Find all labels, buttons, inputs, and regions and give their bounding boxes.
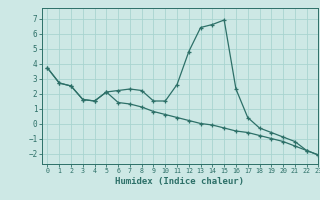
X-axis label: Humidex (Indice chaleur): Humidex (Indice chaleur) [116, 177, 244, 186]
